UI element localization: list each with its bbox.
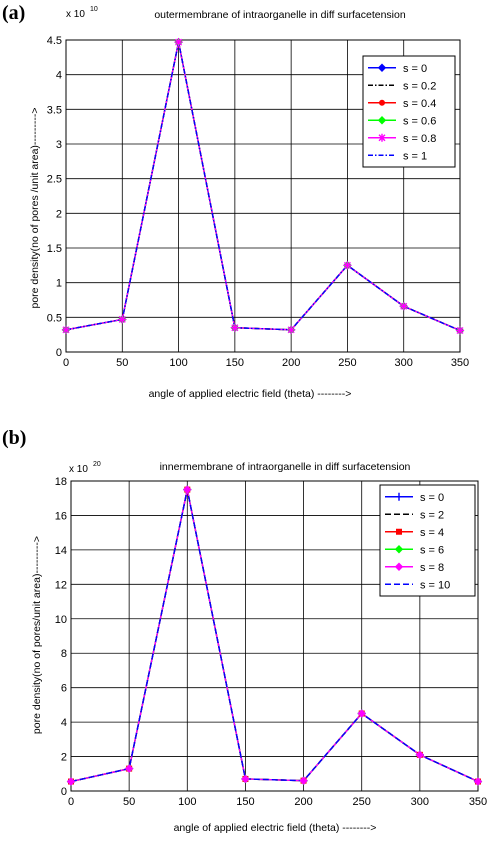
legend-entry-b: s = 10 — [420, 579, 450, 591]
legend-box-a — [362, 55, 456, 168]
y-tick-label-a: 4 — [56, 70, 62, 82]
y-tick-label-a: 3.5 — [47, 104, 62, 116]
y-tick-label-b: 0 — [61, 786, 67, 798]
y-tick-label-b: 14 — [55, 545, 67, 557]
legend-marker-b — [394, 562, 404, 571]
panel-label-a: (a) — [2, 2, 25, 24]
series-line-a-5 — [65, 41, 461, 332]
legend-marker-b — [395, 492, 403, 501]
legend-entry-a: s = 0.6 — [403, 115, 436, 127]
y-tick-label-a: 1.5 — [47, 243, 62, 255]
y-axis-label-b: pore density(no of pores/unit area)-----… — [31, 536, 43, 734]
x-tick-label-a: 150 — [226, 357, 244, 369]
x-tick-label-b: 300 — [411, 796, 429, 808]
exponent-b-power: 20 — [93, 461, 101, 468]
y-axis-label-a: pore density(no of pores /unit area)----… — [29, 107, 41, 308]
x-tick-label-a: 350 — [451, 357, 469, 369]
data-point-b-4 — [415, 750, 425, 760]
x-tick-label-a: 250 — [338, 357, 356, 369]
x-tick-label-a: 200 — [282, 357, 300, 369]
x-axis-label-a: angle of applied electric field (theta) … — [149, 388, 352, 400]
data-point-a-4 — [456, 326, 464, 335]
plot-area-b: 0 50 100 150 200 250 300 350 0 2 4 6 8 10 12 14 16 18 s = … — [55, 476, 487, 808]
y-tick-label-a: 0 — [56, 347, 62, 359]
data-point-b-4 — [124, 764, 134, 773]
legend-entry-a: s = 1 — [403, 150, 427, 162]
y-tick-label-a: 3 — [56, 139, 62, 151]
data-point-a-4 — [343, 261, 352, 270]
y-tick-label-b: 12 — [55, 579, 67, 591]
legend-marker-b — [396, 528, 402, 535]
y-tick-label-b: 10 — [55, 614, 67, 626]
data-point-a-4 — [399, 302, 408, 311]
x-tick-label-b: 150 — [236, 796, 254, 808]
legend-entry-b: s = 4 — [420, 527, 444, 539]
legend-marker-a — [379, 99, 385, 106]
data-point-b-4 — [299, 776, 308, 785]
y-tick-label-b: 4 — [61, 717, 67, 729]
legend-entry-b: s = 8 — [420, 562, 444, 574]
legend-entry-a: s = 0.8 — [403, 133, 436, 145]
chart-title-b: innermembrane of intraorganelle in diff … — [160, 461, 411, 473]
y-tick-label-a: 2.5 — [47, 174, 62, 186]
x-tick-label-b: 0 — [68, 796, 74, 808]
x-tick-label-b: 50 — [123, 796, 135, 808]
legend-marker-a — [377, 116, 387, 125]
x-tick-label-b: 200 — [294, 796, 312, 808]
legend-marker-a — [378, 133, 386, 142]
series-line-b-5 — [70, 489, 479, 783]
legend-entry-a: s = 0.2 — [403, 80, 436, 92]
panel-label-b: (b) — [2, 427, 26, 449]
y-tick-label-b: 6 — [61, 683, 67, 695]
legend-entry-b: s = 6 — [420, 544, 444, 556]
legend-a: s = 0 s = 0.2 s = 0.4 s = 0.6 s = 0.8 s = 1 — [362, 55, 456, 168]
axes-frame-b — [70, 480, 479, 792]
data-point-a-4 — [287, 325, 296, 334]
x-tick-label-a: 300 — [395, 357, 413, 369]
x-tick-label-b: 250 — [353, 796, 371, 808]
y-tick-label-b: 18 — [55, 476, 67, 488]
x-axis-label-b: angle of applied electric field (theta) … — [174, 822, 377, 834]
data-point-a-4 — [62, 325, 70, 334]
legend-entry-a: s = 0 — [403, 63, 427, 75]
y-tick-label-a: 1 — [56, 278, 62, 290]
legend-entry-a: s = 0.4 — [403, 98, 436, 110]
x-tick-label-b: 100 — [178, 796, 196, 808]
legend-entry-b: s = 0 — [420, 492, 444, 504]
y-tick-label-b: 8 — [61, 648, 67, 660]
legend-marker-a — [377, 63, 387, 72]
data-point-a-4 — [230, 323, 239, 332]
y-tick-label-a: 4.5 — [47, 35, 62, 47]
data-point-b-4 — [473, 777, 483, 786]
x-tick-label-b: 350 — [469, 796, 487, 808]
exponent-a-power: 10 — [90, 6, 98, 13]
legend-b: s = 0 s = 2 s = 4 s = 6 s = 8 s = 10 — [379, 484, 476, 597]
chart-title-a: outermembrane of intraorganelle in diff … — [154, 9, 406, 21]
exponent-b-base: x 10 — [69, 464, 88, 475]
axes-frame-a — [65, 39, 461, 353]
x-tick-label-a: 50 — [116, 357, 128, 369]
data-point-b-4 — [183, 485, 192, 494]
y-tick-label-b: 2 — [61, 752, 67, 764]
x-tick-label-a: 0 — [63, 357, 69, 369]
y-tick-label-a: 0.5 — [47, 312, 62, 324]
x-tick-label-a: 100 — [169, 357, 187, 369]
y-tick-label-a: 2 — [56, 208, 62, 220]
exponent-a-base: x 10 — [66, 9, 85, 20]
y-tick-label-b: 16 — [55, 510, 67, 522]
data-point-b-4 — [357, 709, 366, 718]
data-point-b-4 — [66, 777, 76, 786]
legend-marker-b — [394, 545, 404, 554]
data-point-a-4 — [118, 315, 127, 324]
data-point-a-4 — [174, 38, 183, 47]
legend-box-b — [379, 484, 476, 597]
legend-entry-b: s = 2 — [420, 509, 444, 521]
plot-area-a: 0 50 100 150 200 250 300 350 0 0.5 1 1.5 2 2.5 3 3.5 4 4.… — [47, 35, 469, 369]
data-point-b-4 — [241, 774, 250, 784]
